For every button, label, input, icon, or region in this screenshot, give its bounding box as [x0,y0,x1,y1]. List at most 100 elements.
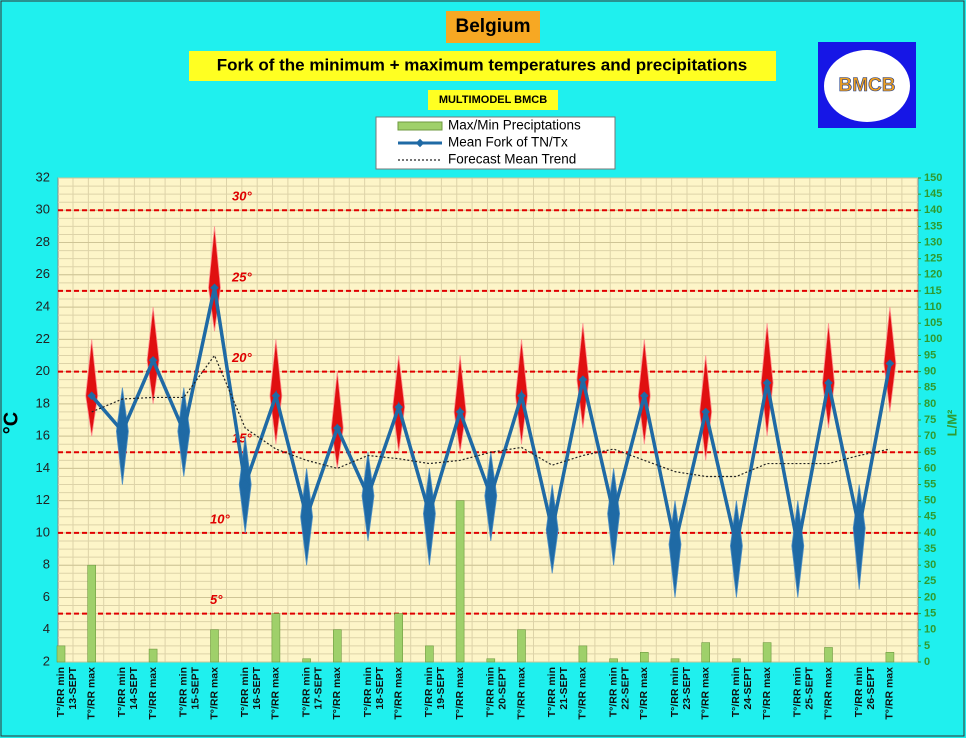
y2-tick-label: 125 [924,253,942,265]
x-tick-label: T°/RR min [607,667,619,717]
reference-label: 15° [232,431,252,446]
fork-diamond [146,307,160,404]
line-marker [271,391,281,401]
precip-bar [578,645,588,663]
date-label: 23-SEPT [681,666,693,709]
precip-bar [302,658,311,663]
y2-tick-label: 60 [924,462,936,474]
legend-swatch [397,121,443,131]
y2-tick-label: 30 [924,559,936,571]
legend-swatch [415,138,425,148]
date-label: 26-SEPT [865,666,877,709]
y-axis-label: °C [0,412,22,434]
x-tick-label: T°/RR max [147,667,159,720]
precip-bar [87,564,96,663]
line-marker [793,541,803,551]
line-marker [640,391,649,401]
y2-tick-label: 110 [924,301,942,313]
y2-tick-label: 10 [924,624,936,636]
reference-label: 10° [210,511,230,526]
line-marker [609,509,618,518]
y2-tick-label: 140 [924,204,942,216]
line-marker [240,480,250,489]
precip-bar [271,613,281,663]
precip-bar [762,642,772,663]
logo-circle [824,50,910,122]
y2-tick-label: 55 [924,478,936,490]
y2-tick-label: 135 [924,220,942,232]
y2-tick-label: 25 [924,575,936,587]
precip-bar [639,652,649,663]
y2-tick-label: 85 [924,382,936,394]
y2-tick-label: 40 [924,527,936,539]
y2-tick-label: 120 [924,269,942,281]
y2-tick-label: 75 [924,414,936,426]
line-marker [363,491,373,501]
x-tick-label: T°/RR max [208,667,220,720]
date-label: 15-SEPT [190,666,202,709]
y-tick-label: 28 [36,234,50,249]
precip-bar [517,629,526,663]
date-label: 13-SEPT [67,666,79,709]
y2-tick-label: 145 [924,188,942,200]
y-tick-label: 4 [43,621,50,636]
line-marker [210,283,219,292]
x-tick-label: T°/RR max [577,667,589,720]
line-marker [885,359,895,368]
date-label: 17-SEPT [312,666,324,709]
precip-bar [732,658,741,663]
x-tick-label: T°/RR max [822,667,834,720]
reference-label: 5° [210,592,223,607]
line-marker [148,356,158,365]
y2-tick-label: 15 [924,608,936,620]
line-marker [824,378,833,388]
fork-diamond [85,339,99,437]
x-tick-label: T°/RR min [485,667,497,717]
date-label: 22-SEPT [619,666,631,709]
date-label: 21-SEPT [558,666,570,709]
title-box [446,11,540,43]
y2-tick-label: 0 [924,656,930,668]
y-tick-label: 6 [43,589,50,604]
line-marker [302,512,311,522]
line-marker [333,423,342,433]
y2-tick-label: 150 [924,172,942,184]
line-marker [118,427,127,436]
x-tick-label: T°/RR max [85,667,97,720]
logo-text: BMCB [839,75,896,96]
precip-bar [824,647,833,663]
y2-tick-label: 95 [924,349,936,361]
series-line [91,354,891,478]
y2-tick-label: 100 [924,333,942,345]
x-tick-label: T°/RR min [300,667,312,717]
x-tick-label: T°/RR min [239,667,251,717]
line-marker [517,391,526,401]
y2-tick-label: 50 [924,495,936,507]
line-marker [762,378,772,388]
x-tick-label: T°/RR max [761,667,773,720]
line-marker [425,509,434,518]
precip-bar [332,629,342,663]
y-tick-label: 2 [43,653,50,668]
x-tick-label: T°/RR min [55,667,67,717]
y-tick-label: 14 [36,460,50,475]
y-tick-label: 16 [36,428,50,443]
fork-diamond [453,355,467,453]
source: MULTIMODEL BMCB [439,94,547,106]
y-tick-label: 32 [36,169,50,184]
y2-tick-label: 115 [924,285,942,297]
x-tick-label: T°/RR min [730,667,742,717]
y2-tick-label: 105 [924,317,942,329]
precip-bar [148,648,158,663]
date-label: 20-SEPT [497,666,509,709]
x-tick-label: T°/RR max [454,667,466,720]
x-tick-label: T°/RR min [423,667,435,717]
x-tick-label: T°/RR max [638,667,650,720]
fork-diamond [115,387,129,485]
x-tick-label: T°/RR max [515,667,527,720]
x-tick-label: T°/RR max [331,667,343,720]
line-marker [854,523,864,533]
x-tick-label: T°/RR max [392,667,404,720]
precip-bar [609,658,618,663]
